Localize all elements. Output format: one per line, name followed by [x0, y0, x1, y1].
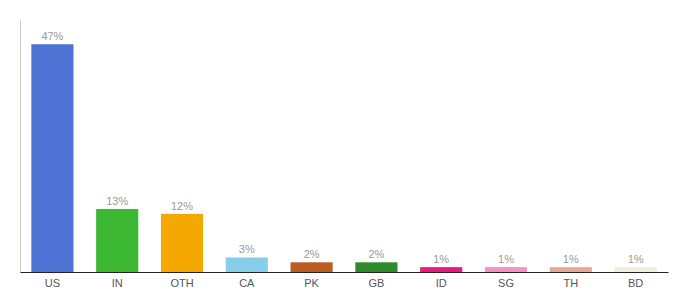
- x-tick-label: SG: [498, 277, 514, 289]
- x-axis: US IN OTH CA PK GB ID SG TH BD: [21, 273, 669, 289]
- bar: [485, 267, 527, 272]
- bar: [291, 262, 333, 272]
- data-label: 3%: [239, 243, 255, 255]
- plot: US IN OTH CA PK GB ID SG TH BD 47% 13% 12% 3% 2% 2% 1% 1%…: [21, 21, 669, 289]
- x-tick-label: BD: [628, 277, 643, 289]
- bar: [550, 267, 592, 272]
- x-tick: IN: [112, 277, 123, 289]
- bar: [355, 262, 397, 272]
- x-tick-label: GB: [368, 277, 384, 289]
- x-axis-line: [21, 272, 669, 273]
- data-label: 12%: [171, 200, 193, 212]
- x-tick-label: ID: [436, 277, 447, 289]
- chart: US IN OTH CA PK GB ID SG TH BD 47% 13% 12% 3% 2% 2% 1% 1%…: [0, 0, 680, 300]
- bar: [31, 44, 73, 272]
- x-tick: US: [45, 277, 60, 289]
- bar: [420, 267, 462, 272]
- data-label: 13%: [106, 195, 128, 207]
- x-tick-label: IN: [112, 277, 123, 289]
- x-tick-label: OTH: [170, 277, 193, 289]
- y-axis: [20, 21, 21, 273]
- data-label: 1%: [498, 253, 514, 265]
- bar: [615, 267, 657, 272]
- x-tick: PK: [304, 277, 319, 289]
- y-axis-line: [20, 21, 21, 273]
- bar: [96, 209, 138, 272]
- bars: [31, 44, 656, 272]
- x-tick-label: CA: [239, 277, 255, 289]
- data-label: 47%: [41, 30, 63, 42]
- data-label: 1%: [628, 253, 644, 265]
- x-tick: GB: [368, 277, 384, 289]
- bar: [161, 214, 203, 272]
- x-tick: OTH: [170, 277, 193, 289]
- x-tick: ID: [436, 277, 447, 289]
- data-label: 1%: [563, 253, 579, 265]
- x-tick-label: PK: [304, 277, 319, 289]
- bar: [226, 257, 268, 272]
- x-tick: SG: [498, 277, 514, 289]
- x-tick-label: US: [45, 277, 60, 289]
- x-tick: TH: [563, 277, 578, 289]
- data-label: 1%: [433, 253, 449, 265]
- data-label: 2%: [304, 248, 320, 260]
- x-tick: CA: [239, 277, 255, 289]
- data-labels: 47% 13% 12% 3% 2% 2% 1% 1% 1% 1%: [41, 30, 643, 265]
- data-label: 2%: [368, 248, 384, 260]
- x-tick: BD: [628, 277, 643, 289]
- x-tick-label: TH: [563, 277, 578, 289]
